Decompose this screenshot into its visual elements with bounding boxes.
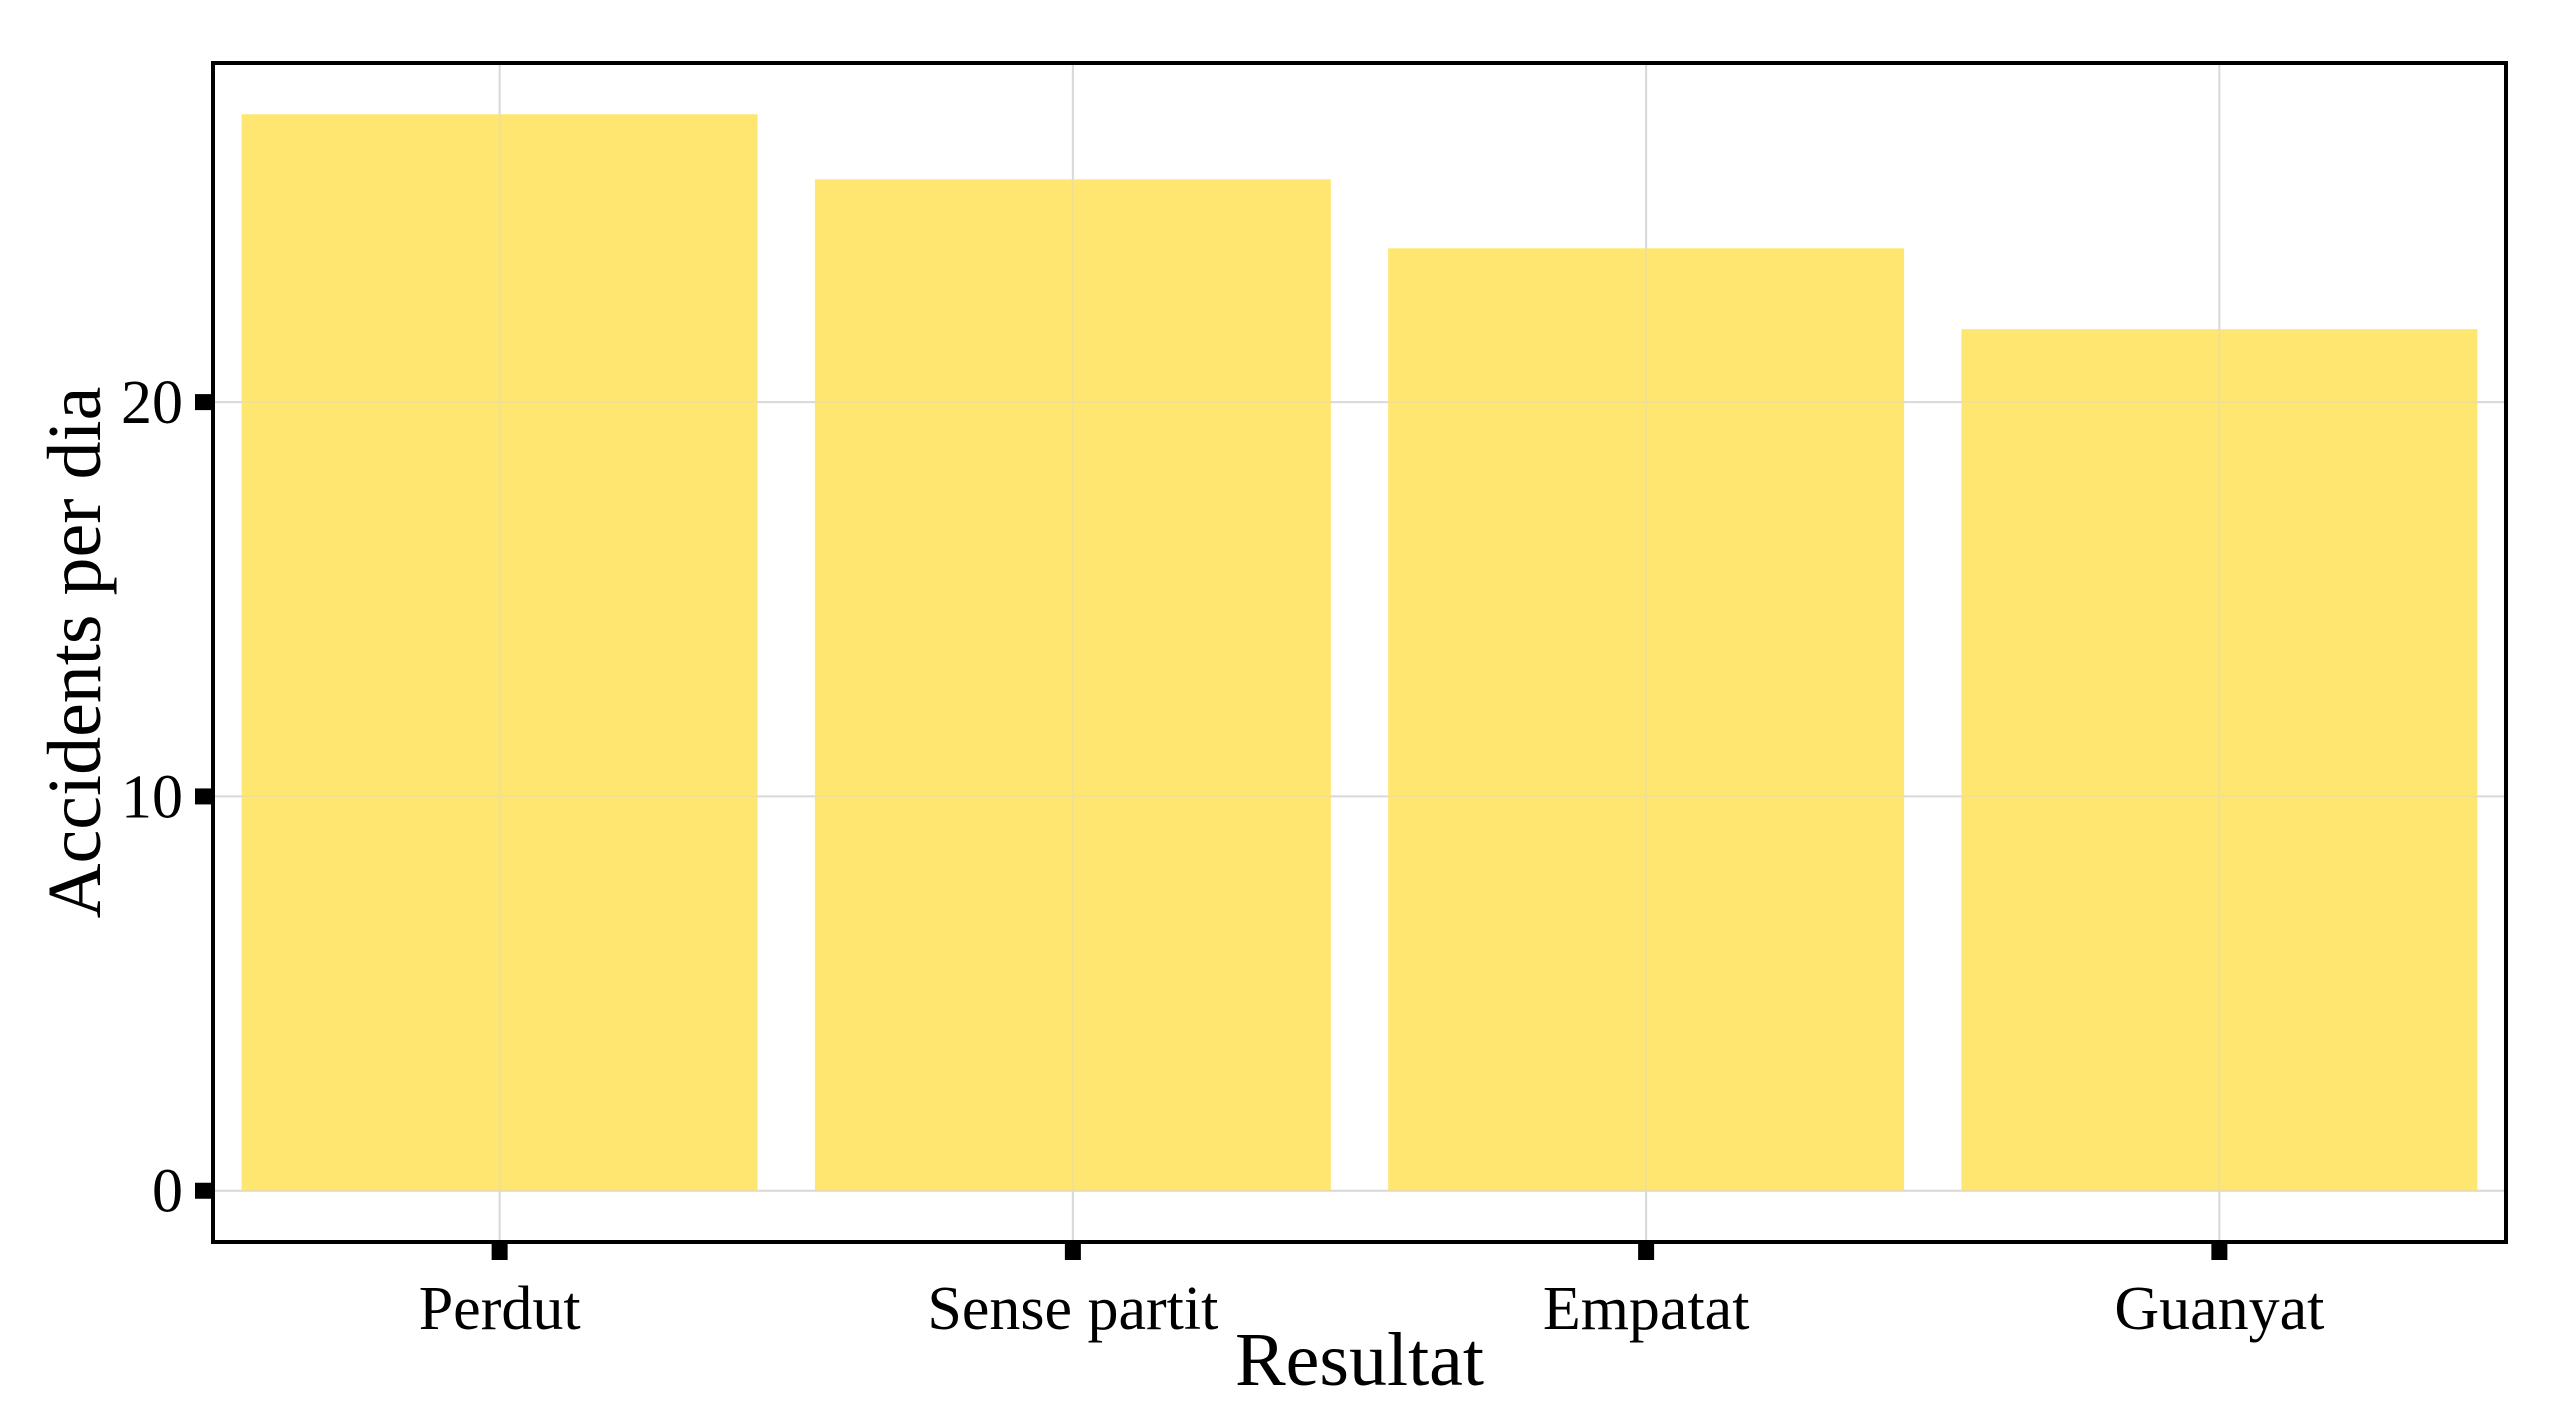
x-tick-label: Perdut xyxy=(419,1275,581,1343)
bars xyxy=(213,63,2506,1242)
bar-perdut xyxy=(241,114,758,1191)
x-axis-ticks: Perdut Sense partit Empatat Guanyat xyxy=(419,1242,2324,1343)
y-tick-label: 20 xyxy=(121,369,183,437)
bar-sense-partit xyxy=(814,179,1331,1191)
y-tick-label: 0 xyxy=(152,1158,183,1226)
x-tick-label: Guanyat xyxy=(2114,1275,2324,1343)
x-tick-mark xyxy=(2211,1242,2228,1260)
x-tick-mark xyxy=(1064,1242,1081,1260)
x-tick-mark xyxy=(1638,1242,1655,1260)
x-tick-mark xyxy=(491,1242,508,1260)
y-tick-mark xyxy=(195,788,213,805)
y-tick-label: 10 xyxy=(121,763,183,831)
bar-guanyat xyxy=(1961,329,2478,1191)
x-tick-label: Sense partit xyxy=(927,1275,1218,1343)
y-axis-ticks: 0 10 20 xyxy=(121,369,213,1226)
plot-frame xyxy=(211,61,2508,1244)
x-axis-title: Resultat xyxy=(1235,1318,1484,1402)
y-axis-title: Accidents per dia xyxy=(33,387,117,919)
y-tick-mark xyxy=(195,394,213,411)
y-tick-mark xyxy=(195,1182,213,1199)
x-tick-label: Empatat xyxy=(1543,1275,1750,1343)
bar-empatat xyxy=(1388,248,1905,1191)
